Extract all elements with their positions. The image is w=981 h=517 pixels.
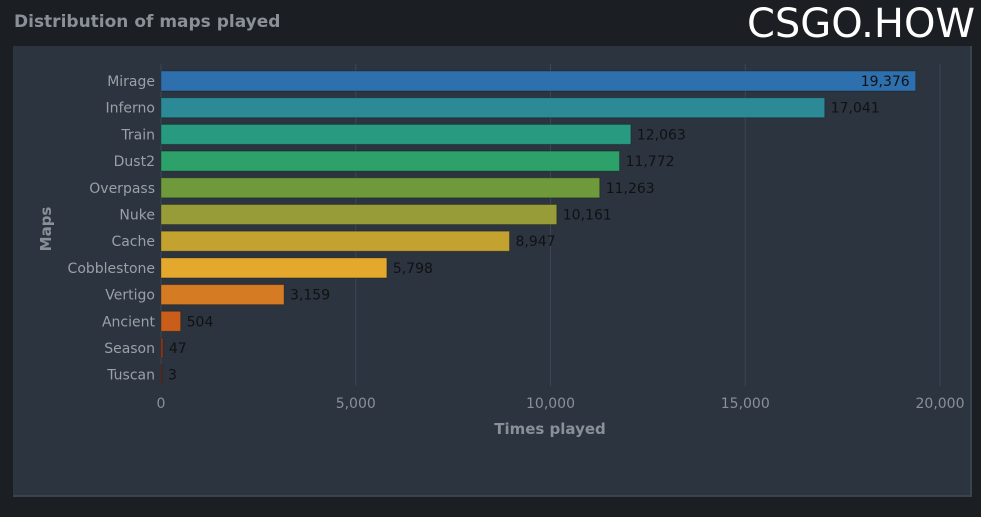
value-label: 11,263 [606,181,655,197]
category-label: Nuke [119,208,155,224]
bar [160,177,601,199]
category-label: Tuscan [106,368,155,384]
category-label: Vertigo [105,288,155,304]
x-tick-label: 10,000 [526,396,575,412]
bar [160,337,164,359]
category-label: Cobblestone [68,261,155,277]
bars [160,70,917,386]
bar [160,70,917,92]
category-label: Mirage [107,74,155,90]
category-label: Season [104,341,155,357]
bar [160,204,558,225]
value-label: 17,041 [831,101,880,117]
bar [160,310,182,332]
x-tick-label: 20,000 [916,396,965,412]
category-label: Cache [111,234,155,250]
value-label: 8,947 [515,234,555,250]
bar [160,257,388,279]
x-tick-label: 0 [157,396,166,412]
category-labels: Mirage Inferno Train Dust2 Overpass Nuke Cache… [68,74,156,384]
value-label: 504 [187,314,214,330]
category-label: Inferno [106,101,156,117]
chart-panel: Mirage Inferno Train Dust2 Overpass Nuke Cache… [13,46,972,497]
category-label: Overpass [89,181,155,197]
bar [160,150,621,172]
x-tick-label: 5,000 [336,396,376,412]
value-labels: 19,376 17,041 12,063 11,772 11,263 10,161 8,94… [168,74,910,384]
bar [160,230,510,252]
value-label: 12,063 [637,127,686,143]
chart-title: Distribution of maps played [14,12,281,32]
value-label: 3,159 [290,288,330,304]
x-axis-label: Times played [494,420,606,438]
value-label: 10,161 [563,208,612,224]
x-tick-label: 15,000 [721,396,770,412]
brand-logo-text: CSGO.HOW [746,1,975,47]
value-label: 47 [169,341,187,357]
bar [160,284,285,306]
value-label: 11,772 [626,154,675,170]
y-axis-label: Maps [37,207,55,252]
bar [160,123,632,145]
value-label: 19,376 [861,74,910,90]
category-label: Train [120,127,155,143]
bar [160,364,163,386]
bar [160,97,826,119]
value-label: 5,798 [393,261,433,277]
bar-chart: Mirage Inferno Train Dust2 Overpass Nuke Cache… [37,64,965,438]
x-tick-labels: 0 5,000 10,000 15,000 20,000 [157,396,965,412]
category-label: Dust2 [114,154,155,170]
value-label: 3 [168,368,177,384]
category-label: Ancient [102,314,156,330]
